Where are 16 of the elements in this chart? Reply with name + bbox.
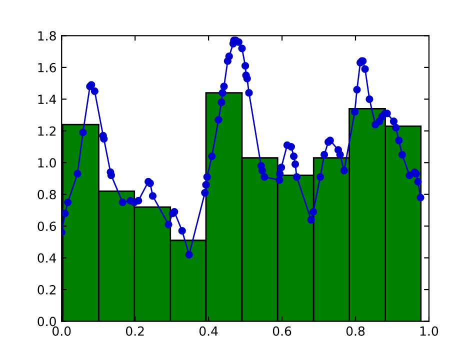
y-tick-label: 0.8 — [38, 190, 56, 200]
x-tick-label: 0.2 — [126, 326, 144, 336]
x-tick-label: 0.6 — [272, 326, 292, 336]
x-tick-label: 1.0 — [420, 326, 438, 336]
y-tick-label: 0.4 — [38, 253, 56, 263]
y-tick-label: 1.0 — [38, 158, 56, 168]
y-tick-label: 1.8 — [38, 31, 56, 41]
y-tick-label: 1.4 — [38, 94, 56, 104]
y-tick-label: 0.6 — [38, 222, 56, 232]
x-tick-label: 0.4 — [199, 326, 218, 336]
y-tick-label: 1.6 — [38, 62, 56, 72]
x-tick-label: 0.8 — [346, 326, 365, 336]
y-tick-label: 1.2 — [38, 126, 56, 136]
x-tick-label: 0.0 — [52, 326, 71, 336]
y-tick-label: 0.2 — [38, 285, 56, 294]
y-tick-label: 0.0 — [38, 316, 56, 326]
